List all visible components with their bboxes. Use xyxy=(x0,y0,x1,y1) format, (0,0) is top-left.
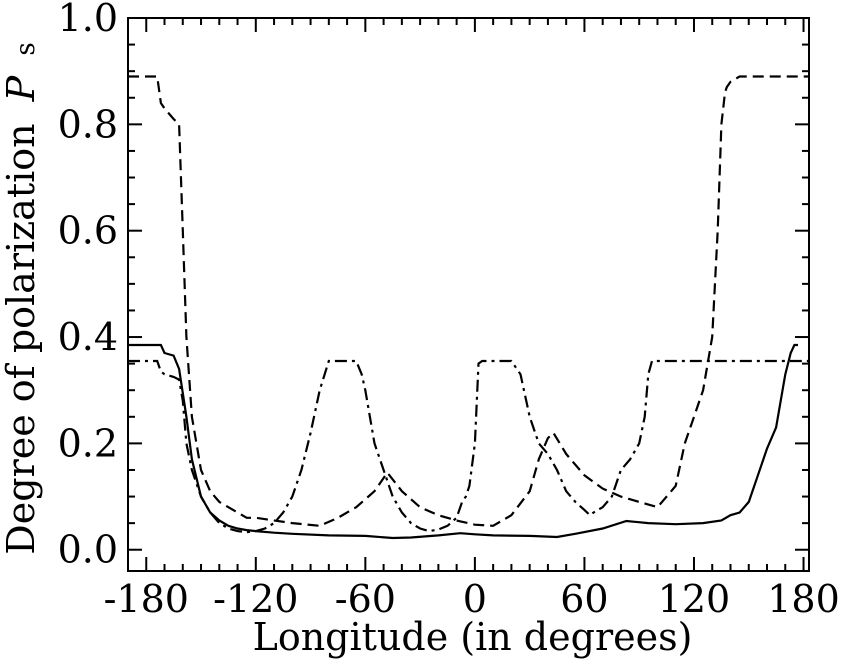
y-tick-label: 0.0 xyxy=(58,528,118,572)
x-tick-label: 120 xyxy=(658,577,731,621)
series-line-solid xyxy=(128,343,798,540)
x-tick-label: -180 xyxy=(104,577,189,621)
x-tick-label: 0 xyxy=(463,577,487,621)
plot-area xyxy=(127,17,810,572)
x-tick-labels: -180 -120 -60 0 60 120 180 xyxy=(104,577,840,621)
y-axis-label-symbol: P xyxy=(0,74,43,102)
y-axis-label: Degree of polarization P s xyxy=(0,42,43,554)
series-line-dashdot xyxy=(128,359,809,534)
ticks-layer xyxy=(128,17,809,571)
y-tick-label: 0.6 xyxy=(58,209,118,253)
y-tick-label: 1.0 xyxy=(58,0,118,40)
y-axis-label-subscript: s xyxy=(11,42,41,55)
plot-frame xyxy=(127,17,810,572)
series-line-dashed xyxy=(128,75,809,527)
x-axis-label: Longitude (in degrees) xyxy=(253,615,693,659)
y-axis-label-text: Degree of polarization xyxy=(0,123,43,554)
series-layer xyxy=(128,75,809,540)
x-tick-label: 180 xyxy=(767,577,840,621)
x-tick-label: -60 xyxy=(335,577,396,621)
y-tick-label: 0.8 xyxy=(58,102,118,146)
y-tick-label: 0.4 xyxy=(58,315,118,359)
y-tick-labels: 0.0 0.2 0.4 0.6 0.8 1.0 xyxy=(58,0,118,572)
x-tick-label: 60 xyxy=(560,577,608,621)
x-tick-label: -120 xyxy=(213,577,298,621)
y-tick-label: 0.2 xyxy=(58,421,118,465)
